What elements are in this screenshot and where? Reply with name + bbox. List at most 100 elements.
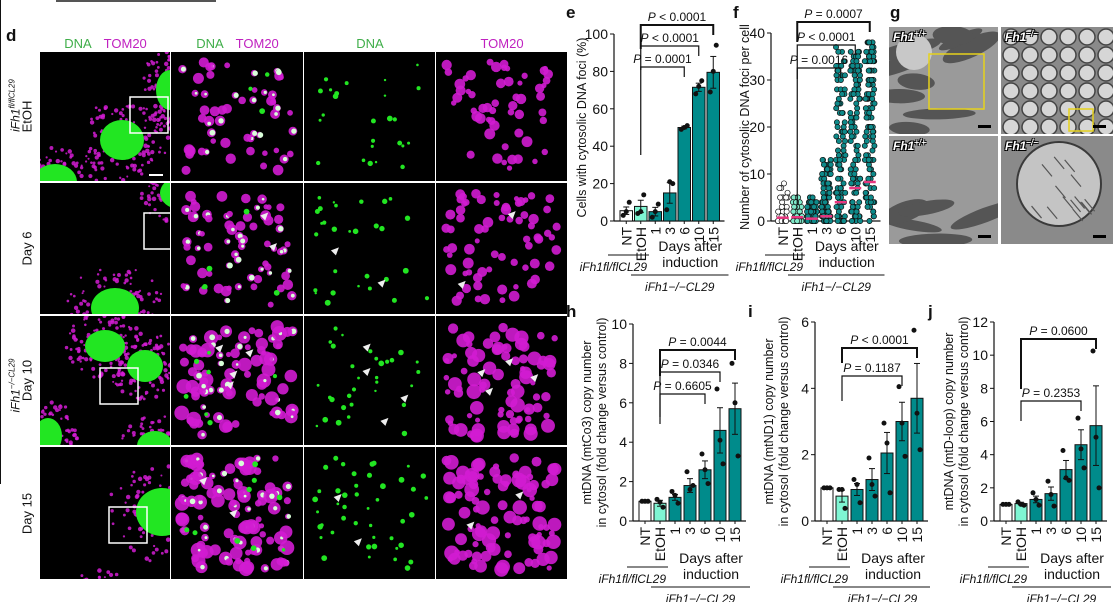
dna-foci bbox=[318, 118, 322, 122]
x-tick-label: 1 bbox=[1028, 527, 1044, 535]
em-image: Fh1+/+ bbox=[889, 136, 998, 244]
bar-10 bbox=[692, 86, 706, 222]
data-point bbox=[836, 161, 843, 168]
mitochondria-spot bbox=[156, 193, 161, 198]
tom20-signal bbox=[509, 417, 518, 425]
em-canvas bbox=[1001, 136, 1113, 244]
tom20-signal bbox=[223, 488, 236, 501]
mitochondrion bbox=[932, 27, 974, 46]
mitochondrion bbox=[889, 88, 925, 104]
tom20-signal bbox=[491, 99, 500, 107]
data-point bbox=[869, 91, 876, 98]
tom20-signal bbox=[250, 283, 258, 291]
data-point bbox=[778, 203, 785, 210]
data-point bbox=[1060, 448, 1066, 454]
data-point bbox=[702, 467, 708, 473]
dna-foci bbox=[322, 416, 329, 423]
mitochondria-spot bbox=[40, 163, 42, 167]
mitochondria-spot bbox=[123, 363, 128, 367]
mitochondria-spot bbox=[112, 277, 117, 282]
dna-foci bbox=[225, 298, 231, 304]
x-tick-label: 1 bbox=[804, 227, 820, 235]
micrograph-day-10-1 bbox=[171, 316, 303, 445]
cytosolic-dna-foci bbox=[333, 269, 338, 274]
y-tick-label: 4 bbox=[619, 434, 627, 450]
mitochondria-spot bbox=[141, 309, 146, 314]
data-point bbox=[848, 133, 855, 140]
data-point bbox=[811, 203, 817, 210]
tom20-signal bbox=[507, 154, 518, 165]
x-tick-label: NT bbox=[998, 527, 1014, 546]
dna-foci bbox=[333, 455, 339, 461]
data-point bbox=[842, 189, 849, 196]
x-tick-label: 3 bbox=[682, 527, 698, 535]
tom20-signal bbox=[500, 474, 512, 486]
dna-foci bbox=[273, 506, 278, 511]
mitochondria-spot bbox=[69, 293, 73, 296]
dna-foci bbox=[351, 471, 357, 477]
data-point bbox=[857, 175, 864, 182]
tom20-signal bbox=[197, 514, 204, 521]
dna-foci bbox=[197, 246, 201, 250]
mitochondria-spot bbox=[150, 183, 156, 186]
data-point bbox=[623, 209, 629, 215]
tom20-signal bbox=[492, 368, 504, 381]
dna-foci bbox=[375, 497, 380, 502]
data-point bbox=[1093, 434, 1099, 440]
micrograph-etoh-2 bbox=[304, 52, 435, 181]
mitochondria-spot bbox=[94, 178, 99, 181]
y-tick-label: 0 bbox=[801, 513, 809, 529]
micrograph-canvas bbox=[442, 322, 558, 443]
mitochondria-spot bbox=[144, 477, 150, 482]
tom20-signal bbox=[444, 389, 451, 395]
x-tick-label: NT bbox=[775, 227, 791, 246]
data-point bbox=[869, 482, 875, 488]
tom20-signal bbox=[189, 201, 201, 212]
tom20-signal bbox=[536, 331, 545, 340]
tom20-signal bbox=[217, 105, 227, 115]
dna-foci bbox=[211, 474, 215, 478]
mitochondria-spot bbox=[88, 173, 93, 179]
mitochondrion bbox=[942, 31, 998, 64]
tom20-signal bbox=[517, 80, 523, 86]
y-axis-title: Number of cytosolic DNA foci per cell bbox=[738, 24, 752, 230]
data-point bbox=[626, 199, 632, 205]
data-point bbox=[833, 189, 840, 196]
tom20-signal bbox=[243, 370, 252, 378]
swollen-mitochondrion bbox=[1002, 82, 1020, 100]
data-point bbox=[1033, 496, 1039, 502]
mitochondria-spot bbox=[143, 200, 149, 206]
cytosolic-dna-foci bbox=[243, 208, 250, 215]
mitochondria-spot bbox=[97, 108, 101, 112]
tom20-signal bbox=[479, 381, 487, 389]
data-point bbox=[864, 203, 871, 210]
mitochondria-spot bbox=[156, 122, 160, 126]
tom20-signal bbox=[185, 344, 197, 355]
mitochondria-spot bbox=[99, 320, 103, 324]
cytosolic-dna-foci bbox=[416, 86, 421, 91]
tom20-signal bbox=[464, 549, 473, 558]
micrograph-canvas bbox=[441, 58, 553, 171]
mitochondria-spot bbox=[164, 373, 169, 378]
micrograph-canvas bbox=[313, 196, 430, 306]
x-tick-label: 6 bbox=[879, 527, 895, 535]
group-caption-line1: Days after bbox=[1040, 550, 1104, 566]
tom20-signal bbox=[175, 512, 188, 525]
data-point bbox=[853, 208, 860, 215]
mitochondria-spot bbox=[121, 434, 125, 438]
nucleus bbox=[85, 330, 125, 362]
tom20-signal bbox=[497, 425, 511, 440]
mitochondria-spot bbox=[143, 88, 147, 91]
tom20-signal bbox=[454, 490, 463, 499]
dna-foci bbox=[319, 535, 323, 540]
data-point bbox=[847, 48, 854, 55]
bar-1 bbox=[668, 496, 682, 522]
data-point bbox=[1045, 478, 1051, 484]
mitochondria-spot bbox=[142, 397, 146, 401]
x-tick-label: 15 bbox=[909, 527, 925, 543]
dna-foci bbox=[237, 233, 243, 239]
cytosolic-dna-foci bbox=[319, 523, 324, 527]
mitochondria-spot bbox=[150, 85, 154, 89]
swollen-mitochondrion bbox=[1021, 118, 1039, 134]
tom20-signal bbox=[183, 243, 191, 251]
